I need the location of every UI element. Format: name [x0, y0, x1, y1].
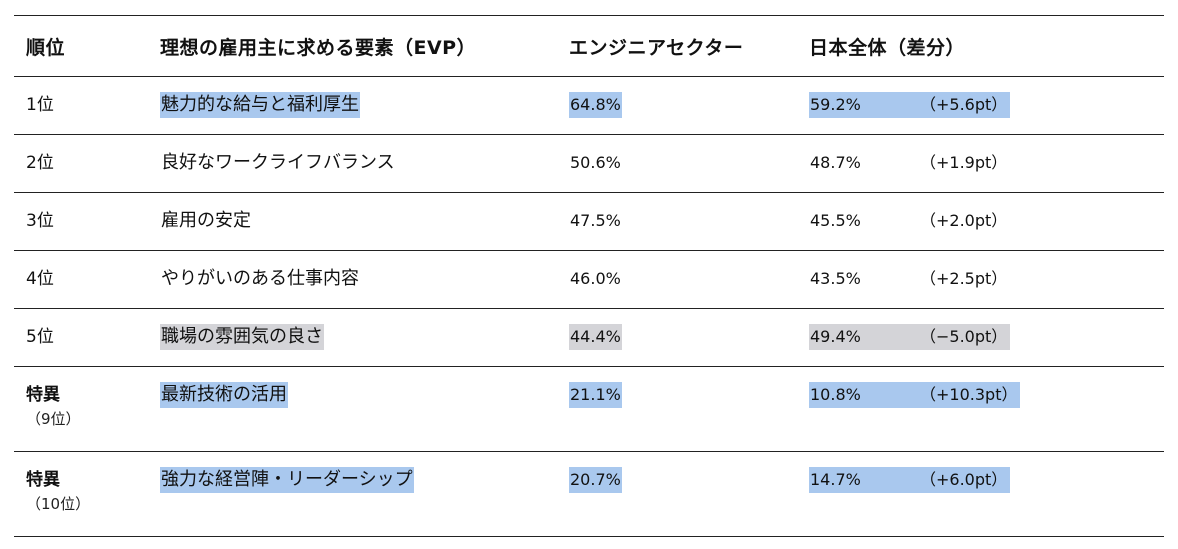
engineer-value: 21.1% [569, 382, 622, 408]
table-row: 特異 （9位） 最新技術の活用 21.1% 10.8% （+10.3pt） [14, 367, 1164, 452]
rank-label: 5位 [26, 327, 54, 347]
header-rank: 順位 [26, 36, 66, 59]
table-row: 1位 魅力的な給与と福利厚生 64.8% 59.2% （+5.6pt） [14, 77, 1164, 135]
japan-value-group: 43.5% （+2.5pt） [809, 266, 1010, 292]
evp-item: やりがいのある仕事内容 [161, 268, 359, 289]
japan-value-group: 49.4% （−5.0pt） [809, 324, 1011, 350]
japan-value: 43.5% [810, 269, 861, 288]
japan-diff: （−5.0pt） [920, 327, 1008, 346]
table-header-row: 順位 理想の雇用主に求める要素（EVP） エンジニアセクター 日本全体（差分） [14, 15, 1164, 77]
rank-label: 特異 [26, 470, 60, 490]
japan-value-group: 45.5% （+2.0pt） [809, 208, 1010, 234]
evp-item: 職場の雰囲気の良さ [160, 324, 324, 350]
japan-value: 14.7% [810, 470, 861, 489]
evp-item: 魅力的な給与と福利厚生 [160, 92, 360, 118]
engineer-value: 46.0% [570, 269, 621, 288]
japan-value-group: 14.7% （+6.0pt） [809, 467, 1011, 493]
evp-item: 最新技術の活用 [160, 382, 288, 408]
japan-value: 10.8% [810, 385, 861, 404]
engineer-value: 44.4% [569, 324, 622, 350]
rank-label: 2位 [26, 153, 54, 173]
rank-label: 4位 [26, 269, 54, 289]
japan-diff: （+1.9pt） [920, 153, 1008, 172]
japan-diff: （+2.5pt） [920, 269, 1008, 288]
japan-value: 49.4% [810, 327, 861, 346]
table-row: 5位 職場の雰囲気の良さ 44.4% 49.4% （−5.0pt） [14, 309, 1164, 367]
header-engineer-sector: エンジニアセクター [569, 36, 744, 59]
japan-diff: （+2.0pt） [920, 211, 1008, 230]
rank-label: 3位 [26, 211, 54, 231]
japan-diff: （+5.6pt） [920, 95, 1008, 114]
header-evp: 理想の雇用主に求める要素（EVP） [160, 36, 477, 59]
japan-value: 59.2% [810, 95, 861, 114]
japan-value-group: 10.8% （+10.3pt） [809, 382, 1021, 408]
japan-value: 48.7% [810, 153, 861, 172]
engineer-value: 20.7% [569, 467, 622, 493]
engineer-value: 64.8% [569, 92, 622, 118]
evp-item: 良好なワークライフバランス [161, 152, 395, 173]
rank-sublabel: （10位） [26, 495, 91, 513]
table-row: 4位 やりがいのある仕事内容 46.0% 43.5% （+2.5pt） [14, 251, 1164, 309]
japan-diff: （+6.0pt） [920, 470, 1008, 489]
rank-label: 特異 [26, 385, 60, 405]
engineer-value: 47.5% [570, 211, 621, 230]
rank-label: 1位 [26, 95, 54, 115]
header-japan-overall: 日本全体（差分） [809, 36, 966, 59]
engineer-value: 50.6% [570, 153, 621, 172]
rank-sublabel: （9位） [26, 410, 81, 428]
evp-item: 強力な経営陣・リーダーシップ [160, 467, 414, 493]
japan-value-group: 59.2% （+5.6pt） [809, 92, 1011, 118]
japan-value-group: 48.7% （+1.9pt） [809, 150, 1010, 176]
evp-item: 雇用の安定 [161, 210, 251, 231]
table-row: 特異 （10位） 強力な経営陣・リーダーシップ 20.7% 14.7% （+6.0… [14, 452, 1164, 537]
japan-diff: （+10.3pt） [920, 385, 1018, 404]
evp-table: 順位 理想の雇用主に求める要素（EVP） エンジニアセクター 日本全体（差分） … [14, 15, 1164, 537]
table-row: 2位 良好なワークライフバランス 50.6% 48.7% （+1.9pt） [14, 135, 1164, 193]
table-row: 3位 雇用の安定 47.5% 45.5% （+2.0pt） [14, 193, 1164, 251]
japan-value: 45.5% [810, 211, 861, 230]
